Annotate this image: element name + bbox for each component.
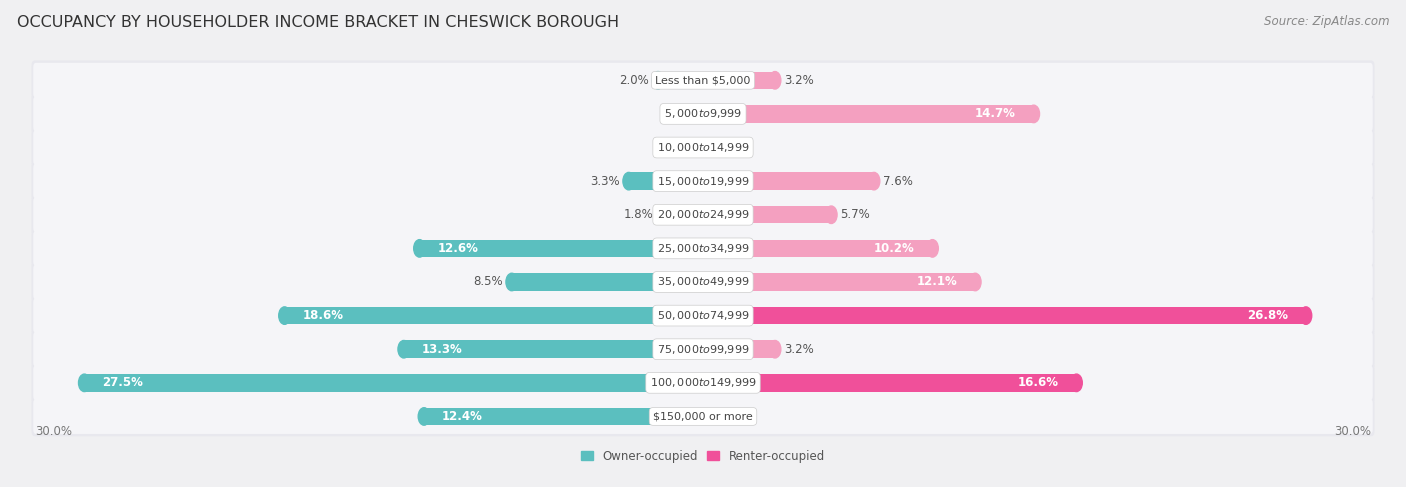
Text: $75,000 to $99,999: $75,000 to $99,999	[657, 343, 749, 356]
Legend: Owner-occupied, Renter-occupied: Owner-occupied, Renter-occupied	[581, 450, 825, 463]
FancyBboxPatch shape	[31, 329, 1375, 369]
FancyBboxPatch shape	[31, 128, 1375, 168]
Text: $10,000 to $14,999: $10,000 to $14,999	[657, 141, 749, 154]
Text: 8.5%: 8.5%	[474, 276, 503, 288]
Text: 1.8%: 1.8%	[624, 208, 654, 221]
Text: $50,000 to $74,999: $50,000 to $74,999	[657, 309, 749, 322]
Bar	[425, 408, 703, 425]
Text: 7.6%: 7.6%	[883, 175, 912, 187]
FancyBboxPatch shape	[34, 231, 1372, 266]
Circle shape	[868, 172, 880, 190]
Bar	[703, 340, 775, 358]
Text: OCCUPANCY BY HOUSEHOLDER INCOME BRACKET IN CHESWICK BOROUGH: OCCUPANCY BY HOUSEHOLDER INCOME BRACKET …	[17, 15, 619, 30]
Text: 12.1%: 12.1%	[917, 276, 957, 288]
Text: 12.4%: 12.4%	[441, 410, 482, 423]
Circle shape	[1070, 374, 1083, 392]
FancyBboxPatch shape	[34, 264, 1372, 300]
Text: 13.3%: 13.3%	[422, 343, 463, 356]
FancyBboxPatch shape	[31, 296, 1375, 336]
FancyBboxPatch shape	[34, 298, 1372, 333]
FancyBboxPatch shape	[34, 164, 1372, 199]
Text: 27.5%: 27.5%	[103, 376, 143, 389]
FancyBboxPatch shape	[31, 94, 1375, 134]
FancyBboxPatch shape	[34, 96, 1372, 131]
Text: 12.6%: 12.6%	[437, 242, 478, 255]
FancyBboxPatch shape	[34, 332, 1372, 367]
Text: 0.0%: 0.0%	[711, 141, 741, 154]
Text: $25,000 to $34,999: $25,000 to $34,999	[657, 242, 749, 255]
Text: Less than $5,000: Less than $5,000	[655, 75, 751, 85]
Bar	[703, 307, 1306, 324]
Circle shape	[398, 340, 409, 358]
FancyBboxPatch shape	[34, 197, 1372, 232]
Circle shape	[1028, 105, 1039, 123]
FancyBboxPatch shape	[31, 228, 1375, 268]
Bar	[703, 172, 875, 190]
FancyBboxPatch shape	[34, 365, 1372, 400]
FancyBboxPatch shape	[34, 399, 1372, 434]
Text: 10.2%: 10.2%	[873, 242, 914, 255]
Text: 5.7%: 5.7%	[841, 208, 870, 221]
Circle shape	[506, 273, 517, 291]
Bar	[703, 240, 932, 257]
Bar	[703, 206, 831, 224]
Bar	[703, 105, 1033, 123]
FancyBboxPatch shape	[34, 63, 1372, 98]
FancyBboxPatch shape	[31, 195, 1375, 235]
Circle shape	[927, 240, 938, 257]
Circle shape	[769, 340, 780, 358]
Text: 26.8%: 26.8%	[1247, 309, 1288, 322]
Bar	[658, 72, 703, 89]
FancyBboxPatch shape	[31, 161, 1375, 201]
Circle shape	[1301, 307, 1312, 324]
Bar	[703, 273, 976, 291]
Bar	[512, 273, 703, 291]
Bar	[662, 206, 703, 224]
FancyBboxPatch shape	[31, 262, 1375, 302]
Bar	[628, 172, 703, 190]
Text: $20,000 to $24,999: $20,000 to $24,999	[657, 208, 749, 221]
Text: $5,000 to $9,999: $5,000 to $9,999	[664, 108, 742, 120]
Text: $150,000 or more: $150,000 or more	[654, 412, 752, 421]
Circle shape	[79, 374, 90, 392]
Text: 0.0%: 0.0%	[711, 410, 741, 423]
Bar	[703, 374, 1077, 392]
Text: Source: ZipAtlas.com: Source: ZipAtlas.com	[1264, 15, 1389, 28]
Circle shape	[825, 206, 837, 224]
Bar	[284, 307, 703, 324]
FancyBboxPatch shape	[31, 363, 1375, 403]
Circle shape	[418, 408, 430, 425]
Circle shape	[278, 307, 291, 324]
Text: 3.3%: 3.3%	[591, 175, 620, 187]
Text: $100,000 to $149,999: $100,000 to $149,999	[650, 376, 756, 389]
Text: 2.0%: 2.0%	[619, 74, 650, 87]
Circle shape	[652, 72, 664, 89]
Bar	[419, 240, 703, 257]
Circle shape	[769, 72, 780, 89]
Text: $35,000 to $49,999: $35,000 to $49,999	[657, 276, 749, 288]
Text: 16.6%: 16.6%	[1018, 376, 1059, 389]
Circle shape	[623, 172, 634, 190]
Text: 0.0%: 0.0%	[665, 141, 695, 154]
Circle shape	[657, 206, 668, 224]
Text: 3.2%: 3.2%	[785, 74, 814, 87]
Text: 0.0%: 0.0%	[665, 108, 695, 120]
Text: 3.2%: 3.2%	[785, 343, 814, 356]
Bar	[404, 340, 703, 358]
Circle shape	[413, 240, 426, 257]
Bar	[84, 374, 703, 392]
Bar	[703, 72, 775, 89]
Text: 30.0%: 30.0%	[35, 425, 72, 438]
FancyBboxPatch shape	[31, 60, 1375, 100]
FancyBboxPatch shape	[31, 396, 1375, 436]
FancyBboxPatch shape	[34, 130, 1372, 165]
Text: $15,000 to $19,999: $15,000 to $19,999	[657, 175, 749, 187]
Text: 30.0%: 30.0%	[1334, 425, 1371, 438]
Text: 18.6%: 18.6%	[302, 309, 343, 322]
Circle shape	[969, 273, 981, 291]
Text: 14.7%: 14.7%	[974, 108, 1015, 120]
